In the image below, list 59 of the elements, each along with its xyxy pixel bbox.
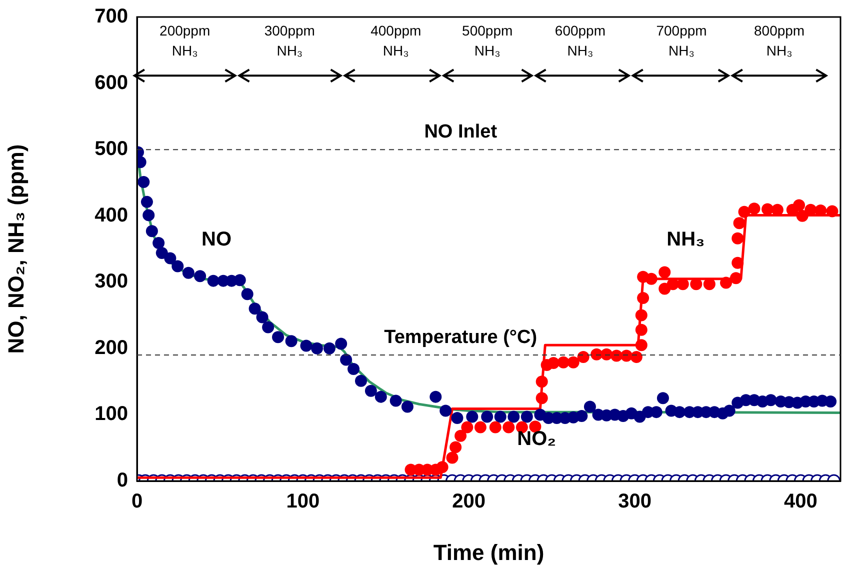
y-tick-label: 500 [94,138,128,160]
x-tick-label: 300 [618,490,652,513]
point [761,203,774,216]
annotation: 600ppm NH₃ [554,22,606,58]
point [732,256,744,269]
point [730,272,742,284]
y-tick-label: 400 [94,204,128,226]
x-tick-label: 100 [286,490,320,513]
point [748,202,760,215]
y-tick-label: 100 [94,403,128,426]
point [733,217,746,230]
annotation: NO₂ [517,428,556,450]
point [630,351,642,364]
ref-line-label: NO Inlet [424,121,498,142]
point [645,272,658,285]
ref-line-label: Temperature (°C) [384,326,538,348]
x-tick-label: 0 [131,490,143,513]
point [436,461,448,474]
y-tick-label: 300 [94,270,128,293]
point [732,232,744,244]
x-axis-title: Time (min) [433,540,544,565]
annotation: 800ppm NH₃ [754,22,805,58]
annotation: 300ppm NH₃ [264,22,315,58]
y-tick-label: 200 [94,336,128,359]
point [796,210,808,222]
point [658,266,671,278]
point [454,430,467,442]
point [720,276,732,289]
point [446,452,458,464]
point [577,351,590,364]
point [635,309,648,322]
point [793,199,806,212]
y-axis-title: NO, NO₂, NH₃ (ppm) [3,144,28,354]
point [635,339,648,352]
annotation: 500ppm NH₃ [462,22,513,58]
annotation: 200ppm NH₃ [160,22,210,58]
y-tick-label: 600 [94,72,128,94]
point [637,292,650,304]
point [826,205,838,218]
point [536,392,548,404]
point [474,421,486,434]
point [536,376,548,388]
annotation: NH₃ [666,228,705,251]
y-tick-label: 0 [116,470,128,492]
annotation: 400ppm NH₃ [370,22,422,58]
annotation: 700ppm NH₃ [656,22,707,58]
point [567,356,580,368]
point [489,421,502,434]
point [635,324,648,336]
y-tick-label: 700 [94,6,128,28]
point [738,206,750,218]
point [547,357,560,370]
annotation: NO [201,228,232,251]
point [557,356,570,368]
point [461,421,474,434]
point [502,421,515,434]
point [450,441,462,454]
x-tick-label: 200 [452,490,486,513]
x-tick-label: 400 [784,490,818,513]
